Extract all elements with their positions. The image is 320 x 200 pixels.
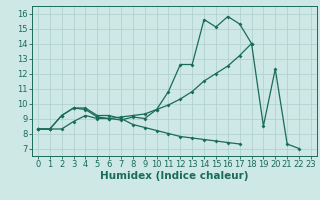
X-axis label: Humidex (Indice chaleur): Humidex (Indice chaleur) bbox=[100, 171, 249, 181]
